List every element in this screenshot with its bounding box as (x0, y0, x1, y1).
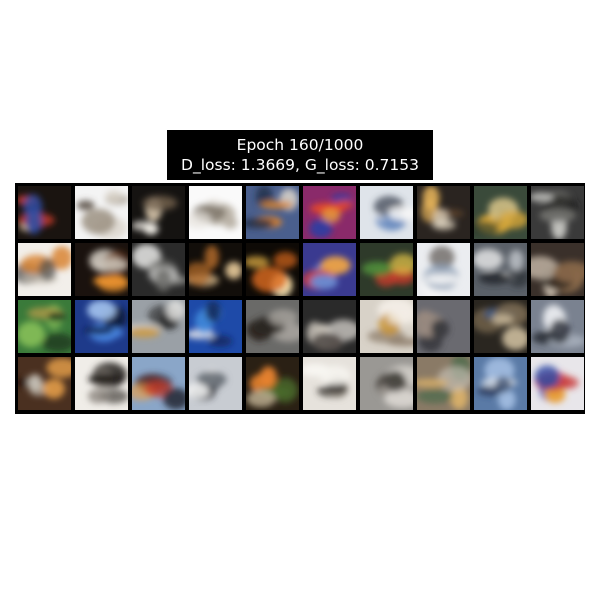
sample-image-tile (246, 357, 299, 410)
sample-image-tile (360, 243, 413, 296)
sample-image-tile (246, 243, 299, 296)
figure-title: Epoch 160/1000 D_loss: 1.3669, G_loss: 0… (167, 130, 433, 180)
sample-image-tile (189, 357, 242, 410)
sample-image-tile (417, 186, 470, 239)
sample-image-tile (75, 186, 128, 239)
sample-image-tile (360, 357, 413, 410)
sample-image-tile (303, 357, 356, 410)
sample-image-tile (75, 357, 128, 410)
sample-image-tile (474, 186, 527, 239)
sample-image-tile (132, 243, 185, 296)
sample-image-tile (417, 300, 470, 353)
sample-image-tile (531, 243, 584, 296)
sample-image-tile (360, 300, 413, 353)
sample-image-tile (18, 186, 71, 239)
sample-image-tile (474, 300, 527, 353)
sample-image-tile (75, 300, 128, 353)
sample-image-tile (303, 300, 356, 353)
sample-image-tile (18, 300, 71, 353)
sample-image-tile (417, 357, 470, 410)
sample-image-tile (75, 243, 128, 296)
sample-image-tile (18, 243, 71, 296)
epoch-label: Epoch 160/1000 (236, 136, 364, 154)
sample-image-tile (18, 357, 71, 410)
sample-image-tile (189, 243, 242, 296)
generated-samples-grid (15, 183, 585, 414)
sample-image-tile (531, 357, 584, 410)
sample-image-tile (417, 243, 470, 296)
sample-image-tile (246, 186, 299, 239)
sample-image-tile (360, 186, 413, 239)
sample-image-tile (531, 300, 584, 353)
sample-image-tile (132, 300, 185, 353)
sample-image-tile (303, 243, 356, 296)
loss-label: D_loss: 1.3669, G_loss: 0.7153 (181, 156, 419, 174)
sample-image-tile (303, 186, 356, 239)
sample-image-tile (132, 357, 185, 410)
sample-image-tile (189, 300, 242, 353)
sample-image-tile (474, 243, 527, 296)
sample-image-tile (246, 300, 299, 353)
sample-image-tile (132, 186, 185, 239)
sample-image-tile (531, 186, 584, 239)
sample-image-tile (474, 357, 527, 410)
sample-image-tile (189, 186, 242, 239)
